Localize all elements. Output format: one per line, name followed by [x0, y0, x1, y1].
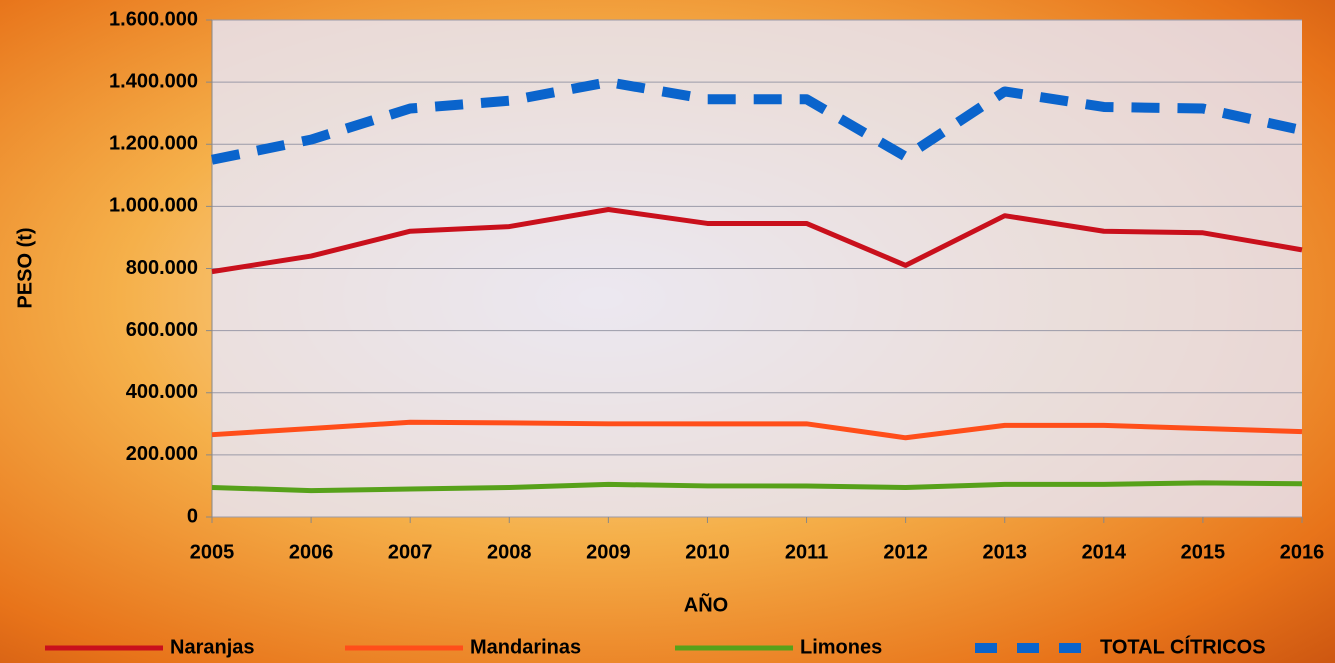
x-tick-label: 2015 [1181, 541, 1226, 563]
x-tick-label: 2016 [1280, 541, 1325, 563]
y-tick-label: 1.200.000 [109, 133, 198, 155]
x-tick-label: 2012 [883, 541, 928, 563]
y-tick-label: 800.000 [126, 257, 198, 279]
x-tick-label: 2014 [1082, 541, 1127, 563]
x-tick-label: 2006 [289, 541, 334, 563]
y-tick-label: 0 [187, 505, 198, 527]
chart: AÑO PESO (t) 0 200.000 400.000 600.000 800.0… [0, 0, 1335, 663]
y-tick-label: 1.400.000 [109, 70, 198, 92]
legend-label: Limones [800, 636, 882, 658]
x-tick-label: 2007 [388, 541, 433, 563]
x-tick-label: 2009 [586, 541, 631, 563]
legend-label: TOTAL CÍTRICOS [1100, 635, 1266, 658]
x-tick-label: 2011 [785, 541, 828, 563]
x-tick-label: 2013 [982, 541, 1027, 563]
y-tick-label: 200.000 [126, 443, 198, 465]
x-axis-title: AÑO [684, 593, 728, 616]
y-tick-label: 600.000 [126, 319, 198, 341]
y-tick-label: 400.000 [126, 381, 198, 403]
x-tick-label: 2010 [685, 541, 730, 563]
y-tick-label: 1.000.000 [109, 195, 198, 217]
legend-label: Naranjas [170, 636, 255, 658]
x-tick-label: 2008 [487, 541, 532, 563]
y-tick-label: 1.600.000 [109, 8, 198, 30]
x-tick-label: 2005 [190, 541, 235, 563]
y-axis-title: PESO (t) [14, 227, 36, 308]
legend-label: Mandarinas [470, 636, 581, 658]
